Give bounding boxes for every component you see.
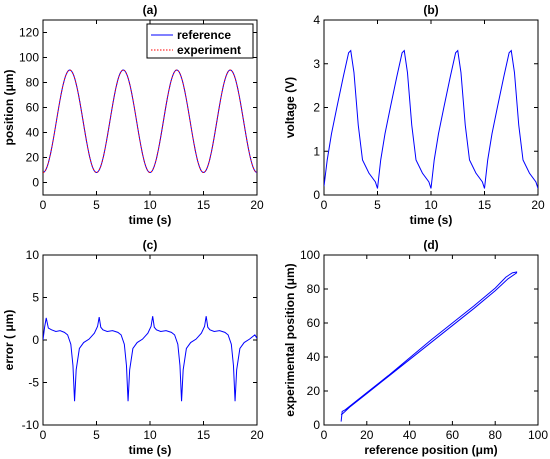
y-tick-label: 80 — [26, 76, 40, 90]
y-tick-label: 0 — [32, 333, 39, 347]
x-tick-label: 100 — [528, 428, 548, 442]
y-tick-label: 10 — [26, 248, 40, 262]
x-axis-label: time (s) — [129, 443, 172, 457]
y-tick-label: 0 — [313, 188, 320, 202]
y-tick-label: 20 — [26, 151, 40, 165]
x-tick-label: 0 — [321, 428, 328, 442]
y-tick-label: 60 — [26, 101, 40, 115]
x-tick-label: 0 — [321, 198, 328, 212]
series-group — [43, 69, 257, 174]
x-tick-label: 60 — [446, 428, 460, 442]
panel-b: (b) 0 5 10 15 20 0 1 2 3 4 time (s) voltage (V) — [283, 3, 545, 227]
x-tick-label: 0 — [40, 198, 47, 212]
x-tick-label: 40 — [403, 428, 417, 442]
x-tick-label: 10 — [143, 198, 157, 212]
x-tick-label: 20 — [360, 428, 374, 442]
y-tick-label: 2 — [313, 101, 320, 115]
y-tick-label: 40 — [26, 126, 40, 140]
y-tick-label: 3 — [313, 57, 320, 71]
x-tick-label: 5 — [93, 198, 100, 212]
x-tick-label: 10 — [424, 198, 438, 212]
x-tick-label: 15 — [197, 198, 211, 212]
legend-box — [146, 23, 254, 59]
plot-frame — [323, 19, 539, 196]
panel-d: (d) 0 20 40 60 80 100 0 20 40 60 80 100 reference pos… — [283, 238, 548, 457]
series-line-c — [43, 316, 257, 402]
y-tick-label: 120 — [19, 26, 39, 40]
x-axis-label: time (s) — [129, 213, 172, 227]
y-axis-label: voltage (V) — [283, 77, 297, 138]
x-tick-label: 20 — [250, 428, 264, 442]
chart-title: (c) — [143, 238, 158, 252]
series-line-experiment — [43, 69, 257, 174]
y-tick-label: 1 — [313, 144, 320, 158]
y-tick-label: 0 — [313, 418, 320, 432]
chart-title: (a) — [143, 3, 158, 17]
y-tick-label: 60 — [307, 316, 321, 330]
x-tick-label: 15 — [478, 198, 492, 212]
y-tick-label: 0 — [32, 176, 39, 190]
x-axis-label: time (s) — [410, 213, 453, 227]
y-tick-label: -5 — [28, 376, 39, 390]
x-tick-label: 20 — [531, 198, 545, 212]
x-tick-label: 0 — [40, 428, 47, 442]
y-axis-label: error ( μm) — [2, 310, 16, 371]
x-tick-label: 5 — [374, 198, 381, 212]
y-tick-label: 4 — [313, 13, 320, 27]
series-group — [43, 316, 257, 402]
series-line-b — [324, 49, 538, 189]
y-axis-label: experimental position (μm) — [283, 263, 297, 416]
x-tick-label: 5 — [93, 428, 100, 442]
x-axis-label: reference position (μm) — [364, 443, 497, 457]
x-tick-label: 80 — [489, 428, 503, 442]
y-tick-label: 100 — [300, 248, 320, 262]
x-tick-label: 10 — [143, 428, 157, 442]
panel-a: (a) 0 5 10 15 20 0 20 40 60 80 100 120 time (s) positi… — [2, 3, 264, 227]
series-line-d — [340, 271, 518, 422]
y-tick-label: 5 — [32, 291, 39, 305]
y-tick-label: 20 — [307, 384, 321, 398]
x-tick-label: 15 — [197, 428, 211, 442]
chart-title: (b) — [423, 3, 438, 17]
legend-label: experiment — [177, 43, 241, 57]
series-group — [324, 49, 538, 189]
legend-label: reference — [177, 28, 231, 42]
y-axis-label: position (μm) — [2, 70, 16, 146]
y-tick-label: 80 — [307, 282, 321, 296]
series-group — [340, 271, 518, 422]
y-tick-label: -10 — [22, 418, 40, 432]
x-tick-label: 20 — [250, 198, 264, 212]
chart-title: (d) — [423, 238, 438, 252]
y-tick-label: 100 — [19, 51, 39, 65]
y-tick-label: 40 — [307, 350, 321, 364]
